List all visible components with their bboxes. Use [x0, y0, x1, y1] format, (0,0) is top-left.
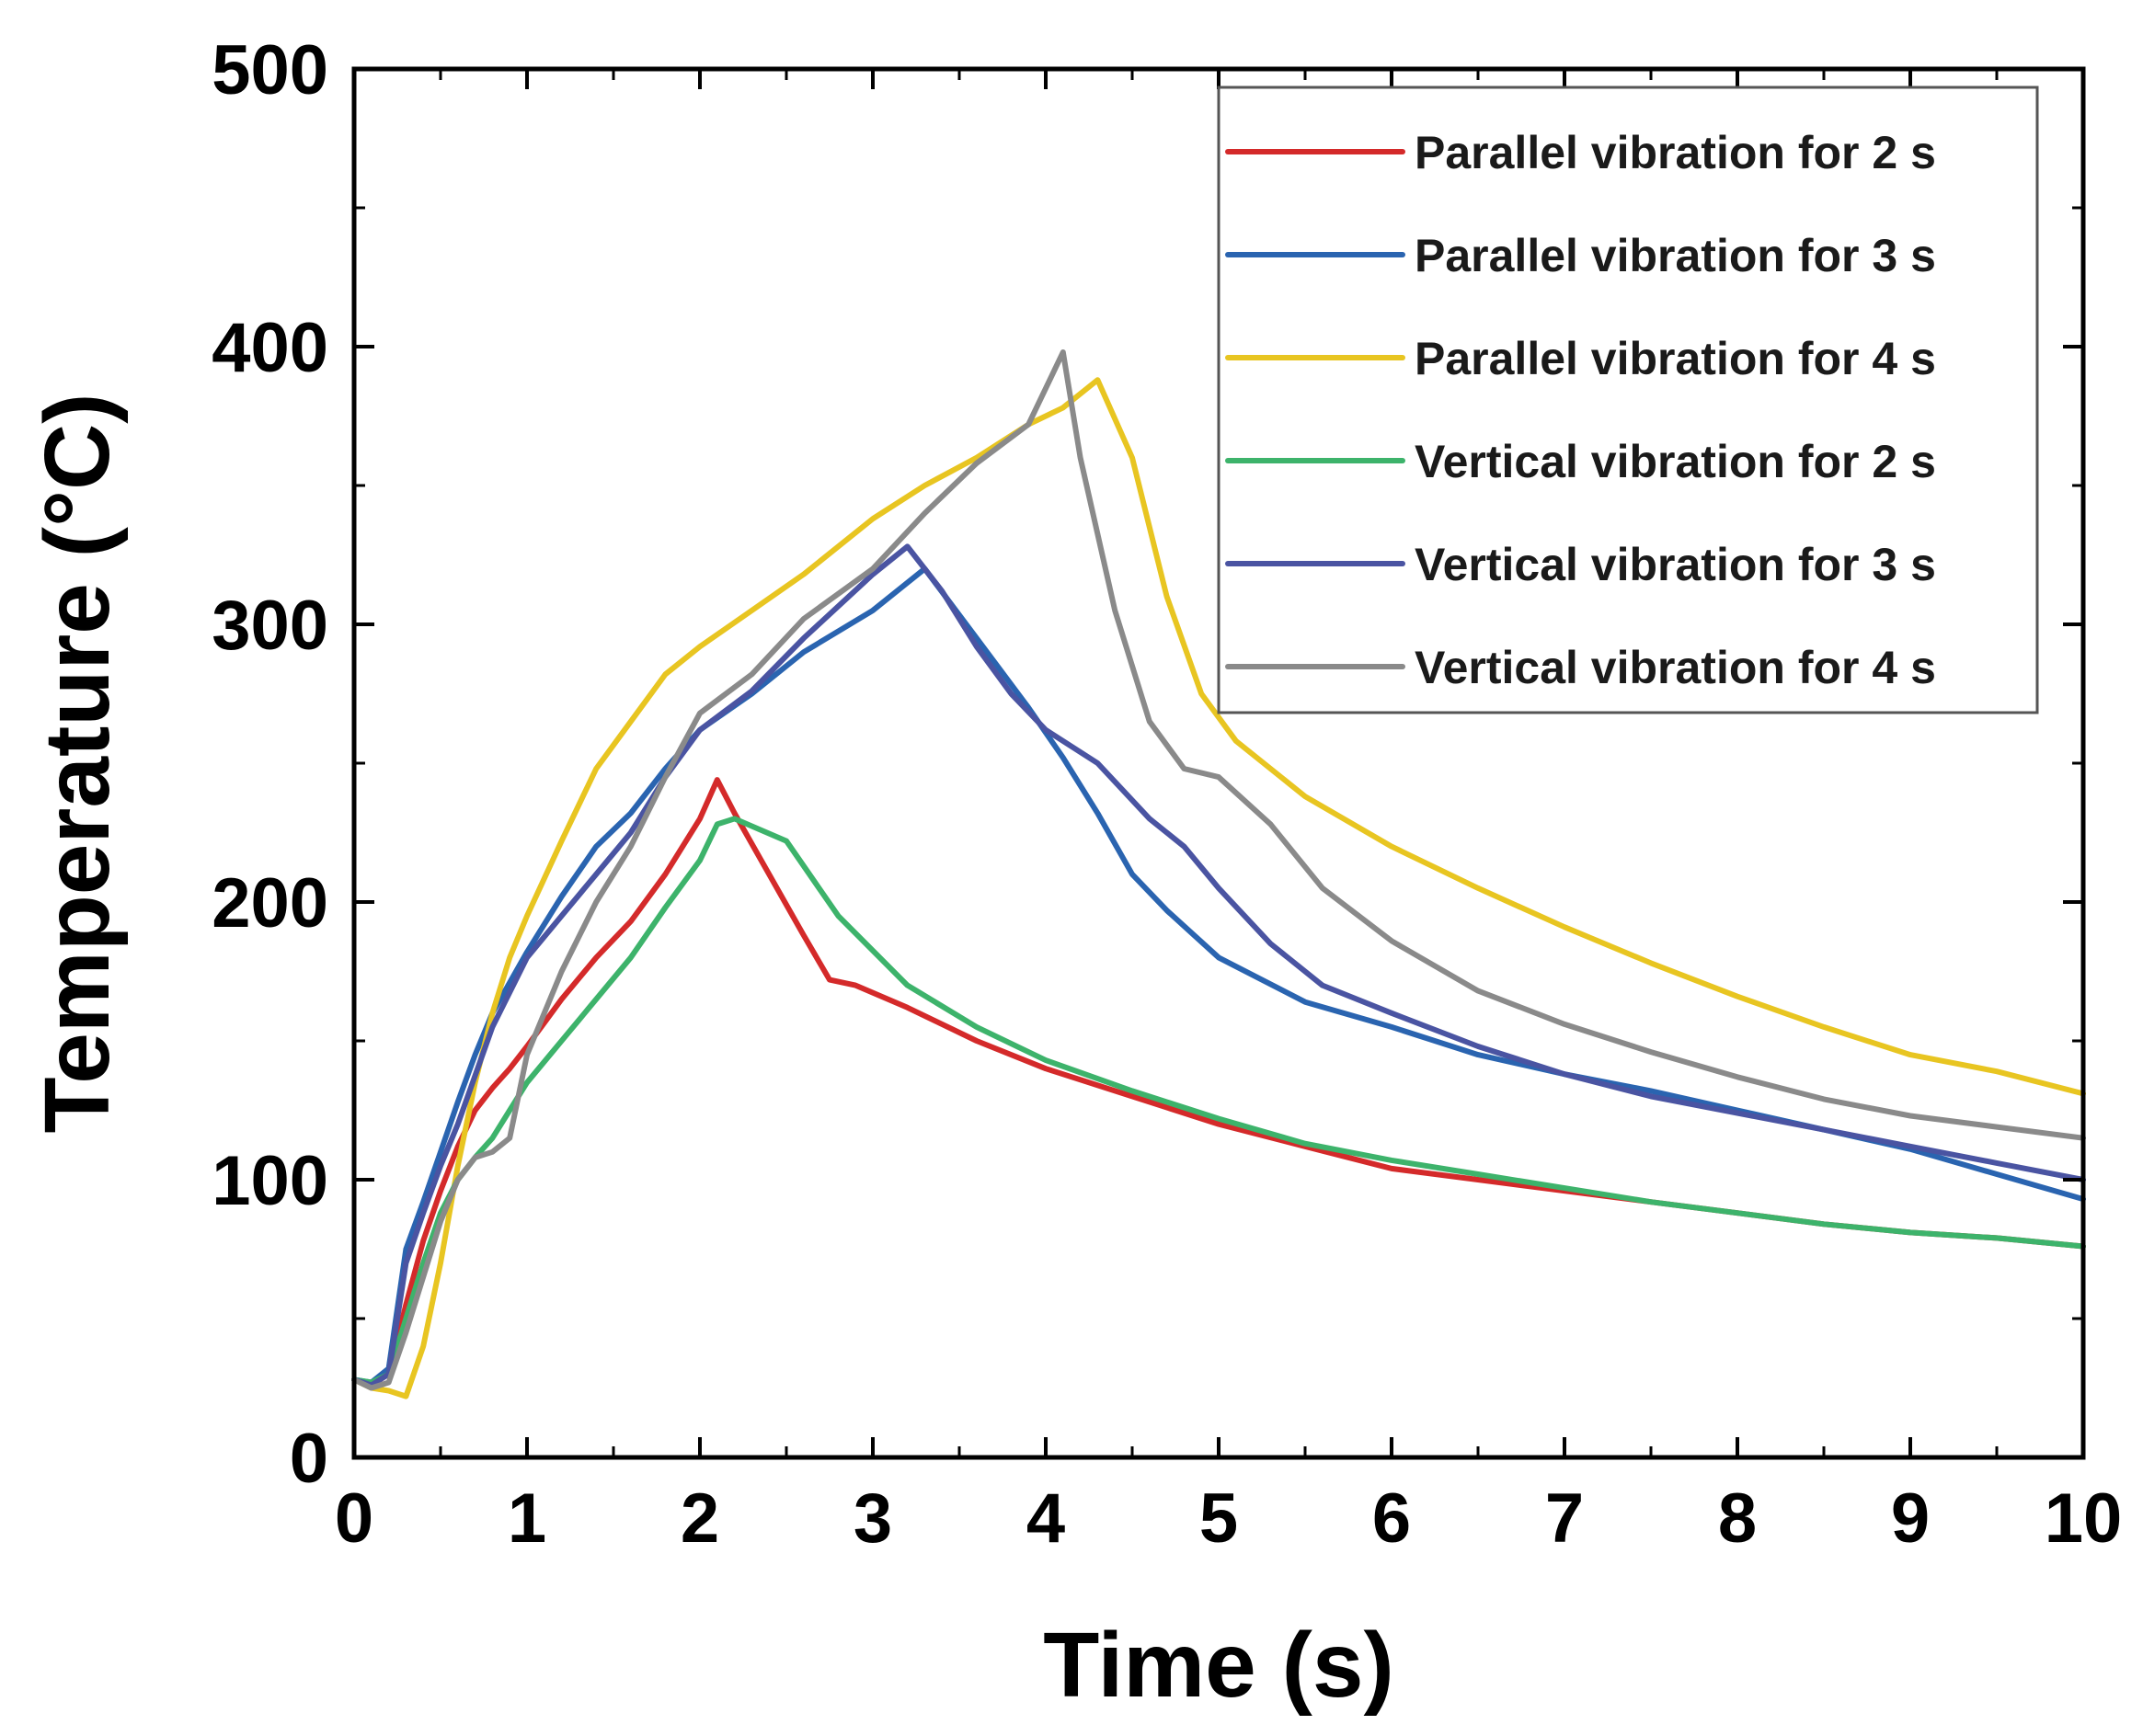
legend-label-2: Parallel vibration for 3 s: [1415, 230, 1936, 281]
x-axis-title: Time (s): [1043, 1614, 1394, 1717]
x-tick-label: 1: [508, 1479, 546, 1558]
x-tick-label: 8: [1718, 1479, 1757, 1558]
legend-label-3: Parallel vibration for 4 s: [1415, 333, 1936, 384]
series-layer: [351, 349, 2086, 1399]
y-tick-label: 400: [212, 309, 328, 387]
x-tick-label: 9: [1891, 1479, 1930, 1558]
y-tick-label: 100: [212, 1142, 328, 1220]
legend: Parallel vibration for 2 s Parallel vibra…: [1217, 86, 2039, 714]
x-tick-label: 5: [1199, 1479, 1238, 1558]
legend-label-5: Vertical vibration for 3 s: [1415, 539, 1936, 590]
series-line-6: [351, 349, 2086, 1391]
legend-box: [1217, 86, 2039, 714]
y-tick-label: 0: [290, 1420, 328, 1498]
x-tick-label: 3: [854, 1479, 892, 1558]
y-tick-label: 200: [212, 864, 328, 942]
x-tick-label: 2: [681, 1479, 719, 1558]
x-tick-label: 6: [1372, 1479, 1411, 1558]
y-axis-title: Temperature (°C): [26, 394, 129, 1134]
legend-label-6: Vertical vibration for 4 s: [1415, 642, 1936, 693]
x-tick-label: 0: [335, 1479, 373, 1558]
y-tick-label: 500: [212, 31, 328, 109]
x-tick-label: 10: [2045, 1479, 2123, 1558]
series-line-3: [351, 377, 2086, 1399]
x-tick-label: 4: [1026, 1479, 1065, 1558]
legend-label-4: Vertical vibration for 2 s: [1415, 436, 1936, 487]
legend-label-1: Parallel vibration for 2 s: [1415, 127, 1936, 178]
y-tick-label: 300: [212, 587, 328, 665]
x-tick-label: 7: [1545, 1479, 1584, 1558]
series-line-5: [351, 543, 2086, 1388]
